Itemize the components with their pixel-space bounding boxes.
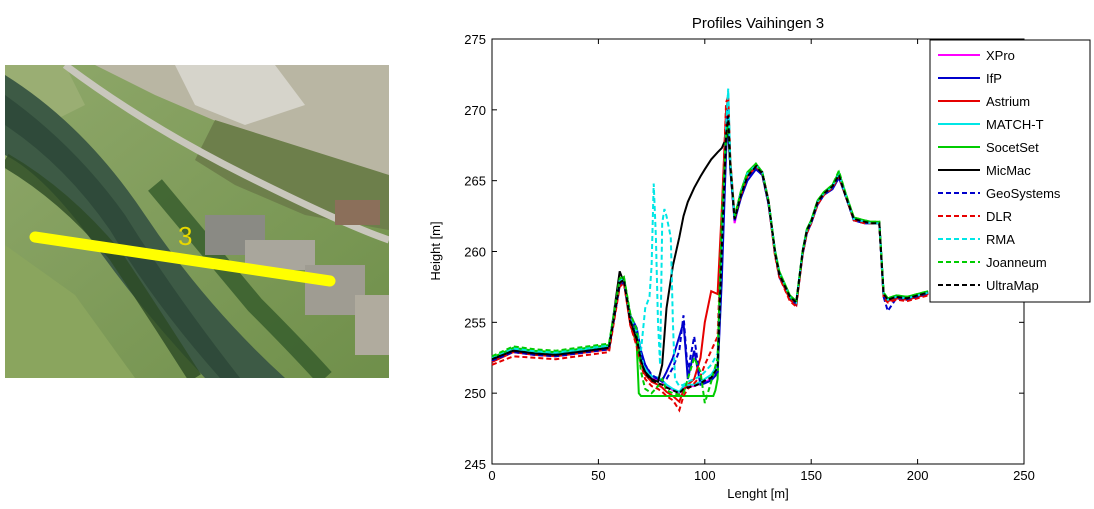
legend-label: GeoSystems bbox=[986, 186, 1061, 201]
profile-number-label: 3 bbox=[178, 221, 192, 251]
legend: XPro IfP Astrium MATCH-T SocetSet MicMac GeoSy… bbox=[929, 39, 1091, 303]
x-tick-label: 200 bbox=[907, 468, 929, 483]
legend-label: MicMac bbox=[986, 163, 1031, 178]
y-tick-label: 270 bbox=[464, 103, 486, 118]
y-tick-label: 260 bbox=[464, 245, 486, 260]
legend-label: IfP bbox=[986, 71, 1002, 86]
y-tick-label: 245 bbox=[464, 457, 486, 472]
legend-label: XPro bbox=[986, 48, 1015, 63]
profile-chart: Profiles Vaihingen 3 0 50 100 150 200 250 245… bbox=[428, 15, 1091, 501]
legend-label: RMA bbox=[986, 232, 1015, 247]
legend-label: Astrium bbox=[986, 94, 1030, 109]
legend-label: UltraMap bbox=[986, 278, 1039, 293]
y-tick-label: 265 bbox=[464, 174, 486, 189]
y-tick-label: 250 bbox=[464, 386, 486, 401]
x-tick-label: 0 bbox=[488, 468, 495, 483]
chart-title: Profiles Vaihingen 3 bbox=[692, 15, 824, 32]
x-axis: 0 50 100 150 200 250 bbox=[488, 39, 1035, 483]
x-tick-label: 150 bbox=[800, 468, 822, 483]
legend-label: Joanneum bbox=[986, 255, 1047, 270]
y-tick-label: 275 bbox=[464, 32, 486, 47]
y-axis: 245 250 255 260 265 270 275 bbox=[464, 32, 1024, 472]
series-line-ultramap bbox=[491, 115, 929, 395]
profile-line bbox=[29, 231, 336, 287]
x-tick-label: 100 bbox=[694, 468, 716, 483]
y-axis-label: Height [m] bbox=[428, 221, 443, 280]
legend-label: DLR bbox=[986, 209, 1012, 224]
legend-label: SocetSet bbox=[986, 140, 1039, 155]
series-lines bbox=[491, 88, 929, 413]
y-tick-label: 255 bbox=[464, 315, 486, 330]
x-axis-label: Lenght [m] bbox=[727, 486, 788, 501]
aerial-photo: 3 bbox=[5, 65, 389, 378]
x-tick-label: 50 bbox=[591, 468, 605, 483]
legend-label: MATCH-T bbox=[986, 117, 1044, 132]
x-tick-label: 250 bbox=[1013, 468, 1035, 483]
